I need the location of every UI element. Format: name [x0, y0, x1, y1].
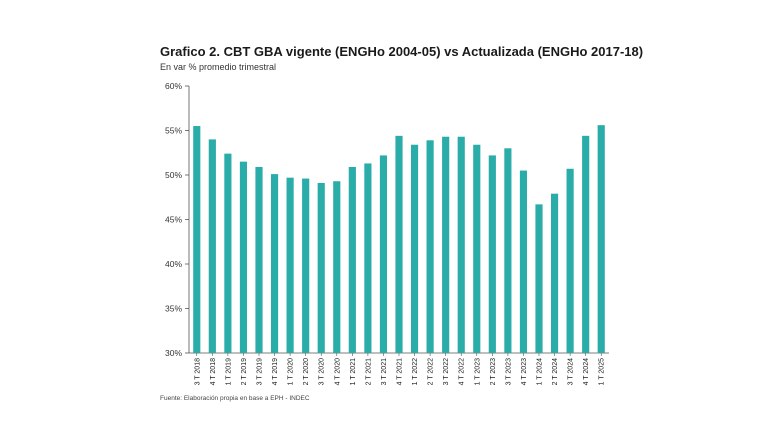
bar: [208, 139, 216, 353]
bar: [348, 166, 356, 353]
bar: [302, 178, 310, 353]
chart-title: Grafico 2. CBT GBA vigente (ENGHo 2004-0…: [160, 44, 644, 59]
bar: [582, 135, 590, 353]
bar: [442, 136, 450, 353]
bar: [379, 155, 388, 353]
bar: [504, 148, 512, 353]
bar: [286, 177, 294, 353]
bar: [457, 136, 465, 353]
chart-source: Fuente: Elaboración propia en base a EPH…: [160, 395, 310, 402]
bar: [566, 168, 574, 353]
x-tick-label: 4 T 2021: [397, 358, 404, 385]
x-tick-label: 1 T 2021: [350, 358, 357, 385]
bar: [255, 166, 263, 353]
x-tick-label: 2 T 2019: [241, 358, 248, 385]
y-tick-label: 30%: [165, 348, 182, 358]
bar: [488, 155, 496, 353]
bar: [239, 161, 248, 353]
bar: [317, 183, 325, 353]
x-tick-label: 4 T 2020: [334, 358, 341, 385]
bar: [333, 181, 341, 353]
x-tick-label: 3 T 2019: [257, 358, 264, 385]
y-tick-label: 50%: [165, 170, 182, 180]
x-tick-label: 1 T 2020: [288, 358, 295, 385]
x-tick-label: 4 T 2022: [459, 358, 466, 385]
x-tick-label: 4 T 2018: [210, 358, 217, 385]
bar: [550, 193, 559, 353]
x-tick-label: 3 T 2022: [443, 358, 450, 385]
bar: [364, 163, 372, 353]
x-tick-label: 4 T 2023: [521, 358, 528, 385]
x-tick-label: 1 T 2022: [412, 358, 419, 385]
x-tick-label: 2 T 2021: [365, 358, 372, 385]
bar: [426, 140, 434, 353]
bar: [519, 170, 528, 353]
x-tick-label: 2 T 2020: [303, 358, 310, 385]
chart-subtitle: En var % promedio trimestral: [160, 62, 277, 72]
x-tick-label: 3 T 2021: [381, 358, 388, 385]
bar: [224, 153, 232, 353]
x-tick-label: 2 T 2024: [552, 358, 559, 385]
x-tick-label: 2 T 2022: [428, 358, 435, 385]
y-tick-label: 45%: [165, 215, 182, 225]
y-tick-label: 35%: [165, 304, 182, 314]
x-tick-label: 1 T 2024: [537, 358, 544, 385]
y-tick-label: 60%: [165, 81, 182, 91]
bar: [410, 144, 419, 353]
y-tick-label: 55%: [165, 126, 182, 136]
x-tick-label: 2 T 2023: [490, 358, 497, 385]
bar: [473, 144, 481, 353]
bar: [193, 126, 201, 353]
bar: [535, 204, 543, 353]
bar: [395, 135, 403, 353]
x-tick-label: 1 T 2019: [225, 358, 232, 385]
bar: [270, 174, 279, 353]
x-tick-label: 3 T 2023: [505, 358, 512, 385]
x-tick-label: 1 T 2025: [599, 358, 606, 385]
x-tick-label: 4 T 2019: [272, 358, 279, 385]
x-tick-label: 3 T 2024: [568, 358, 575, 385]
x-tick-label: 1 T 2023: [474, 358, 481, 385]
x-tick-label: 3 T 2018: [194, 358, 201, 385]
x-tick-label: 4 T 2024: [583, 358, 590, 385]
x-tick-label: 3 T 2020: [319, 358, 326, 385]
y-tick-label: 40%: [165, 259, 182, 269]
bar: [597, 125, 605, 353]
